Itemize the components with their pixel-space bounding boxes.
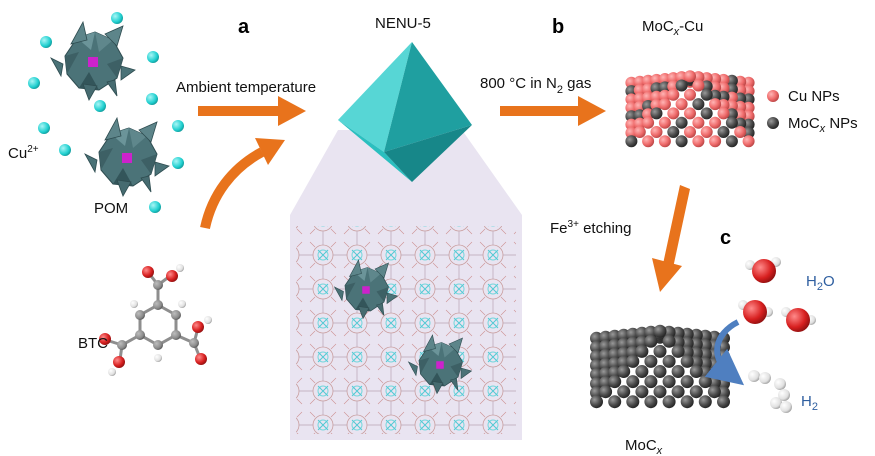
btc-molecule-icon [99,264,212,376]
panel-label-a: a [238,16,250,38]
hydrogen-molecule-icon [748,370,792,413]
legend: Cu NPs MoCx NPs [767,88,858,135]
moc-cu-label: MoCx-Cu [642,18,703,38]
legend-cu-label: Cu NPs [788,88,840,105]
legend-mocx-label: MoCx NPs [788,115,858,135]
fe-etching-label: Fe3+ etching [550,219,631,237]
polyoxometalate-cluster-icon [50,21,170,197]
legend-mocx-swatch [767,117,779,129]
heating-condition-label: 800 °C in N2 gas [480,75,591,96]
ambient-arrow [198,96,306,126]
panel-label-b: b [552,16,564,38]
mocx-particle-icon [590,324,730,409]
h2-label: H2 [801,393,818,413]
heating-arrow [500,96,606,126]
mocx-label: MoCx [625,437,663,456]
octahedral-crystal-icon [338,42,472,182]
h2o-label: H2O [806,273,835,293]
reaction-curved-arrow [704,319,745,386]
cu-ions [28,12,184,213]
btc-curved-arrow [200,138,285,230]
cu-ion-label: Cu2+ [8,144,39,162]
etching-arrow [652,185,690,292]
pom-label: POM [94,200,128,217]
nenu-5-label: NENU-5 [375,15,431,32]
ambient-temperature-label: Ambient temperature [176,79,316,96]
mof-framework-icon [296,226,516,434]
panel-label-c: c [720,227,731,249]
btc-label: BTC [78,335,108,352]
water-molecule-icon [738,257,816,332]
moc-cu-particle-icon [625,70,755,148]
legend-cu-swatch [767,90,779,102]
